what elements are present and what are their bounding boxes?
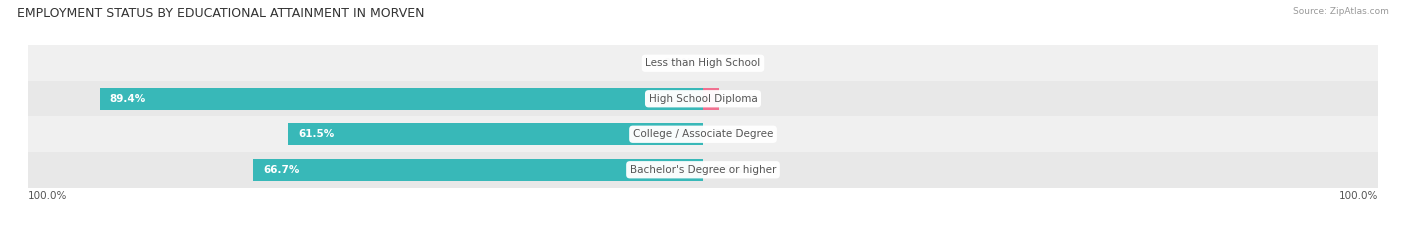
Text: 100.0%: 100.0% [28,191,67,201]
Bar [253,159,703,181]
Text: 0.0%: 0.0% [713,165,742,175]
Text: Bachelor's Degree or higher: Bachelor's Degree or higher [630,165,776,175]
Text: 0.0%: 0.0% [713,129,742,139]
Bar [28,45,1378,81]
Text: 0.0%: 0.0% [664,58,693,68]
Text: High School Diploma: High School Diploma [648,94,758,104]
Text: EMPLOYMENT STATUS BY EDUCATIONAL ATTAINMENT IN MORVEN: EMPLOYMENT STATUS BY EDUCATIONAL ATTAINM… [17,7,425,20]
Text: 2.4%: 2.4% [730,94,758,104]
Text: College / Associate Degree: College / Associate Degree [633,129,773,139]
Bar [28,116,1378,152]
Text: 0.0%: 0.0% [713,58,742,68]
Bar [28,81,1378,116]
Bar [100,88,703,110]
Bar [28,152,1378,188]
Text: Source: ZipAtlas.com: Source: ZipAtlas.com [1294,7,1389,16]
Bar [703,88,720,110]
Text: Less than High School: Less than High School [645,58,761,68]
Text: 89.4%: 89.4% [110,94,146,104]
Text: 100.0%: 100.0% [1339,191,1378,201]
Bar [288,123,703,145]
Text: 61.5%: 61.5% [298,129,335,139]
Text: 66.7%: 66.7% [263,165,299,175]
